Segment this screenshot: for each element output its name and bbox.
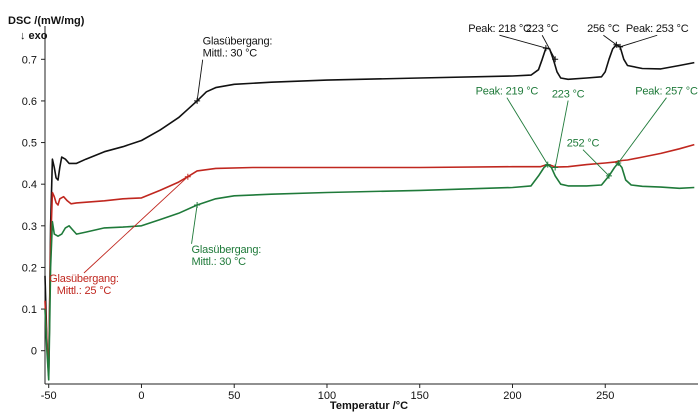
annotation-label: Peak: 218 °C xyxy=(468,23,531,35)
x-tick-label: 200 xyxy=(503,390,521,402)
y-tick-label: 0 xyxy=(31,346,37,358)
y-tick-label: 0.4 xyxy=(22,179,37,191)
y-tick-label: 0.6 xyxy=(22,96,37,108)
annotation-label: Peak: 219 °C xyxy=(476,86,539,98)
annotation-marker xyxy=(184,173,191,180)
annotation-marker xyxy=(552,56,559,63)
y-tick-label: 0.3 xyxy=(22,221,37,233)
black-dsc-curve xyxy=(44,43,695,377)
x-tick-label: 100 xyxy=(318,390,336,402)
x-axis: -50 0 50 100 150 200 250 xyxy=(41,384,614,402)
annotation-leader-line xyxy=(617,97,667,164)
x-tick-label: -50 xyxy=(41,390,57,402)
annotation-leader-line xyxy=(603,34,617,46)
annotation-leader-line xyxy=(506,97,549,165)
annotation-label: Glasübergang: xyxy=(192,244,262,256)
annotation-marker xyxy=(605,172,612,179)
x-tick-label: 50 xyxy=(228,390,240,402)
annotation-marker xyxy=(617,43,624,50)
curves xyxy=(44,43,695,381)
annotation-leader-line xyxy=(582,149,610,177)
green-dsc-curve xyxy=(44,162,695,381)
annotation-label: Glasübergang: xyxy=(49,273,119,285)
annotation-leader-line xyxy=(83,176,189,274)
x-tick-label: 250 xyxy=(596,390,614,402)
annotation-leader-line xyxy=(554,100,569,168)
annotation-label: Peak: 257 °C xyxy=(635,86,698,98)
x-tick-label: 0 xyxy=(138,390,144,402)
x-tick-label: 150 xyxy=(411,390,429,402)
red-dsc-curve xyxy=(44,143,695,373)
annotation-marker xyxy=(194,97,201,104)
annotation-leader-line xyxy=(619,34,658,48)
x-axis-title: Temperatur /°C xyxy=(330,400,408,412)
y-axis: 0 0.1 0.2 0.3 0.4 0.5 0.6 0.7 xyxy=(22,54,45,358)
annotation-leader-line xyxy=(196,59,204,101)
annotation-label: 223 °C xyxy=(552,89,585,101)
y-axis-subtitle-exo: ↓ exo xyxy=(20,30,48,42)
annotation-leader-line xyxy=(499,34,547,49)
annotation-label: Peak: 253 °C xyxy=(626,23,689,35)
annotation-marker xyxy=(552,164,559,171)
annotation-marker xyxy=(544,161,551,168)
annotation-marker xyxy=(615,159,622,166)
annotation-leader-line xyxy=(191,204,198,244)
annotation-leader-line xyxy=(541,35,556,60)
annotation-label: 256 °C xyxy=(587,23,620,35)
y-axis-title: DSC /(mW/mg) xyxy=(8,15,85,27)
annotation-marker xyxy=(542,45,549,52)
annotation-label: Mittl.: 30 °C xyxy=(192,256,247,268)
y-tick-label: 0.1 xyxy=(22,304,37,316)
annotation-label: 223 °C xyxy=(526,23,559,35)
annotation-label: Mittl.: 25 °C xyxy=(57,285,112,297)
annotation-marker xyxy=(194,202,201,208)
y-tick-label: 0.7 xyxy=(22,54,37,66)
annotation-label: Mittl.: 30 °C xyxy=(203,48,258,60)
annotation-label: 252 °C xyxy=(567,138,600,150)
y-tick-label: 0.5 xyxy=(22,138,37,150)
annotation-label: Glasübergang: xyxy=(203,36,273,48)
annotation-marker xyxy=(613,41,620,48)
y-tick-label: 0.2 xyxy=(22,262,37,274)
